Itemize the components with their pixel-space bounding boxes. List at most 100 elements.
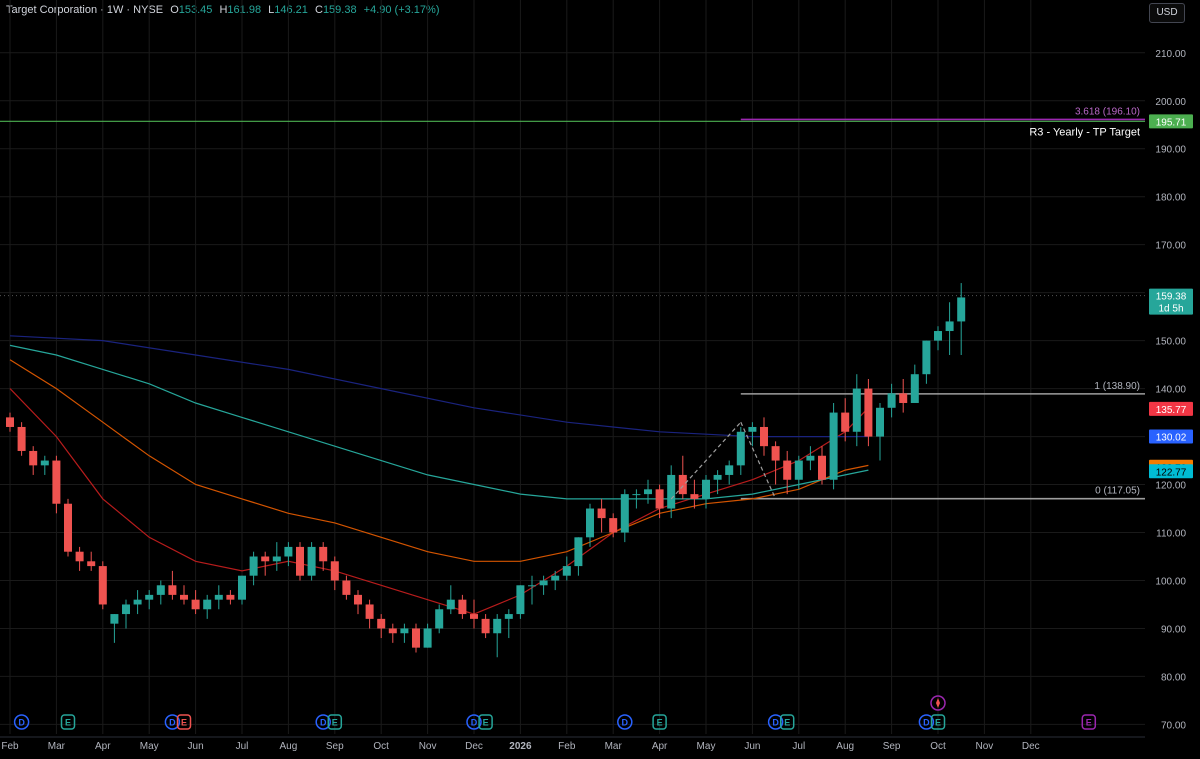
moving-averages xyxy=(9,335,869,615)
svg-text:E: E xyxy=(784,718,790,728)
close-label: C xyxy=(314,4,323,16)
earnings-marker-icon[interactable]: E xyxy=(652,714,667,730)
y-tick-label: 170.00 xyxy=(1155,241,1186,252)
candle-body xyxy=(945,321,954,332)
candle-body xyxy=(516,585,525,615)
candle-body xyxy=(887,393,896,408)
candle-body xyxy=(377,618,386,629)
y-tick-label: 190.00 xyxy=(1155,145,1186,156)
moving-average-line xyxy=(9,359,869,562)
low-label: L xyxy=(268,4,275,16)
candle-body xyxy=(226,594,235,600)
candle-body xyxy=(52,460,61,504)
candle-body xyxy=(481,618,490,634)
svg-text:D: D xyxy=(622,718,629,728)
candle-body xyxy=(470,614,478,619)
candle-body xyxy=(145,594,154,600)
candle-body xyxy=(551,575,560,581)
fib-level-label: 1 (138.90) xyxy=(1094,381,1140,392)
fib-level-label: 3.618 (196.10) xyxy=(1075,106,1140,117)
price-label-tag xyxy=(1149,464,1193,479)
moving-average-line xyxy=(9,344,869,500)
candle-body xyxy=(644,489,652,495)
candle-body xyxy=(296,546,304,576)
earnings-marker-icon[interactable]: E xyxy=(930,714,946,730)
earnings-marker-icon[interactable]: E xyxy=(327,714,343,730)
x-tick-label: Oct xyxy=(930,741,946,752)
y-tick-label: 180.00 xyxy=(1155,193,1186,204)
dividend-marker-icon[interactable]: D xyxy=(466,714,482,730)
earnings-marker-icon[interactable]: E xyxy=(478,714,493,730)
symbol-title[interactable]: Target Corporation · 1W · NYSE xyxy=(6,4,164,16)
candle-body xyxy=(713,474,722,480)
x-tick-label: Aug xyxy=(280,741,298,752)
candle-body xyxy=(423,628,432,648)
dividend-marker-icon[interactable]: D xyxy=(617,714,633,730)
x-tick-label: Jun xyxy=(744,741,760,752)
candle-body xyxy=(446,599,455,610)
y-tick-label: 200.00 xyxy=(1155,97,1186,108)
candle-body xyxy=(597,508,606,519)
svg-text:E: E xyxy=(1086,718,1092,728)
candle-body xyxy=(783,460,792,480)
dividend-marker-icon[interactable]: D xyxy=(767,714,784,730)
high-value: 161.98 xyxy=(227,4,262,16)
projection-line-up xyxy=(670,421,742,500)
candle-body xyxy=(818,455,826,480)
dividend-marker-icon[interactable]: D xyxy=(315,714,331,730)
candle-body xyxy=(632,494,641,496)
candle-body xyxy=(934,331,942,341)
earnings-marker-icon[interactable]: E xyxy=(1081,714,1097,730)
candle-body xyxy=(261,556,270,562)
projection-line-down xyxy=(740,421,777,500)
candle-body xyxy=(249,556,258,576)
tp-target-annotation: R3 - Yearly - TP Target xyxy=(1029,126,1140,138)
candle-body xyxy=(690,494,699,499)
sparkle-event-icon[interactable] xyxy=(930,695,946,711)
candle-body xyxy=(794,460,803,480)
y-tick-label: 70.00 xyxy=(1161,720,1186,731)
earnings-marker-icon[interactable]: E xyxy=(176,714,192,730)
candle-body xyxy=(203,599,212,610)
price-label-tag xyxy=(1149,429,1193,444)
countdown-label-text: 1d 5h xyxy=(1158,304,1183,315)
time-axis[interactable]: Feb Mar Apr May Jun Jul Aug Sep Oct Nov Dec 2026 Feb… xyxy=(0,736,1145,752)
candle-body xyxy=(214,594,223,600)
candle-body xyxy=(110,614,119,624)
dividend-marker-icon[interactable]: D xyxy=(13,714,30,730)
x-tick-label: Apr xyxy=(95,741,111,752)
svg-text:E: E xyxy=(65,718,71,728)
earnings-marker-icon[interactable]: E xyxy=(779,714,795,730)
open-label: O xyxy=(170,4,179,16)
candle-body xyxy=(435,609,444,629)
candle-body xyxy=(748,426,757,432)
candle-body xyxy=(852,388,861,432)
candle-body xyxy=(562,566,571,576)
candle-body xyxy=(910,374,919,403)
candle-body xyxy=(528,585,536,587)
svg-text:E: E xyxy=(657,718,663,728)
candle-body xyxy=(864,388,873,437)
x-tick-label: Mar xyxy=(48,741,66,752)
candle-body xyxy=(760,426,768,447)
price-axis[interactable]: 70.0080.0090.00100.00110.00120.00130.001… xyxy=(1155,49,1186,732)
earnings-marker-icon[interactable]: E xyxy=(60,714,76,730)
svg-text:D: D xyxy=(471,718,478,728)
currency-button[interactable]: USD xyxy=(1149,3,1185,23)
candle-body xyxy=(6,417,14,427)
x-tick-label: Jun xyxy=(188,741,204,752)
dividend-marker-icon[interactable]: D xyxy=(164,714,181,730)
price-label-tag xyxy=(1149,401,1193,416)
y-tick-label: 100.00 xyxy=(1155,576,1186,587)
price-label-text: 130.02 xyxy=(1156,432,1187,443)
x-tick-label: Sep xyxy=(883,741,901,752)
candle-body xyxy=(620,494,629,533)
dividend-marker-icon[interactable]: D xyxy=(918,714,935,730)
y-tick-label: 110.00 xyxy=(1156,529,1186,540)
annotations: R3 - Yearly - TP Target xyxy=(670,126,1140,500)
candle-body xyxy=(574,537,583,567)
y-tick-label: 140.00 xyxy=(1155,385,1186,396)
candle-body xyxy=(829,412,838,480)
